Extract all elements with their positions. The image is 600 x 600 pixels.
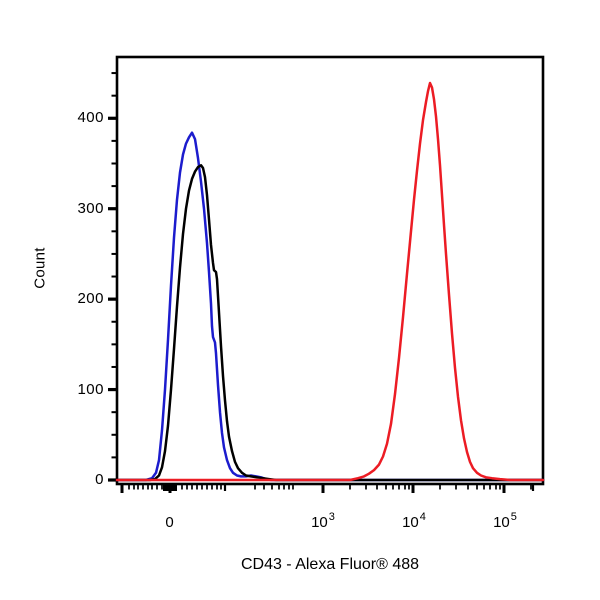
curve-blue [115, 131, 545, 482]
x-tick-label-1e5: 105 [470, 511, 540, 534]
x-tick-label-base: 0 [165, 514, 174, 531]
x-tick-label-0: 0 [135, 513, 205, 534]
y-axis-title: Count [31, 247, 49, 289]
y-tick-label-400: 400 [77, 109, 104, 126]
y-tick-label-200: 200 [77, 290, 104, 307]
x-tick-label-1e4: 104 [379, 511, 449, 534]
y-tick-label-100: 100 [77, 381, 104, 398]
x-tick-label-1e3: 103 [288, 511, 358, 534]
x-tick-label-base: 10 [402, 514, 419, 531]
plot-frame [115, 55, 545, 486]
x-axis-title: CD43 - Alexa Fluor® 488 [240, 556, 420, 573]
y-tick-label-0: 0 [95, 471, 104, 488]
x-tick-label-exponent: 3 [328, 511, 335, 523]
curve-red [115, 81, 545, 482]
x-tick-label-base: 10 [311, 514, 328, 531]
x-tick-label-base: 10 [493, 514, 510, 531]
x-tick-label-exponent: 5 [510, 511, 517, 523]
x-tick-label-exponent: 4 [419, 511, 426, 523]
curve-black [115, 164, 545, 482]
y-tick-label-300: 300 [77, 200, 104, 217]
